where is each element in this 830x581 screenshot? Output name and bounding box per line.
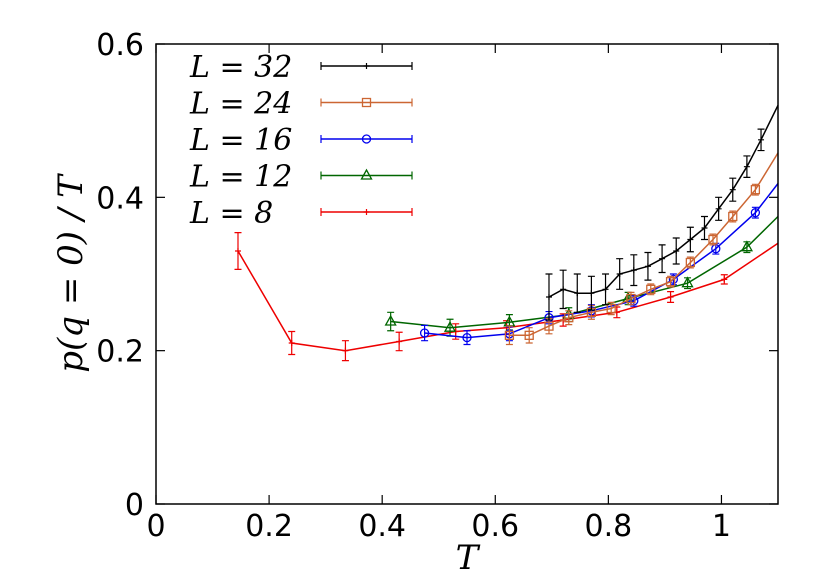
data-point <box>630 267 637 274</box>
y-tick-label: 0.6 <box>96 28 144 63</box>
series-l-32 <box>545 104 779 321</box>
data-point <box>665 277 676 287</box>
data-point <box>687 236 694 243</box>
x-tick-label: 0 <box>146 509 165 544</box>
legend-marker <box>361 97 372 108</box>
data-point <box>673 248 680 254</box>
data-point <box>740 240 754 252</box>
x-axis-label: T <box>456 538 481 578</box>
legend-entry-l-24: L = 24 <box>189 87 413 122</box>
legend-label: L = 16 <box>189 123 292 158</box>
data-point <box>288 340 295 346</box>
data-point <box>545 294 552 300</box>
x-tick-label: 0.8 <box>585 509 633 544</box>
data-point <box>668 274 679 285</box>
y-tick-label: 0 <box>125 488 144 523</box>
tick-labels: 0 0.2 0.4 0.6 0.8 1 0 0.2 0.4 0.6 <box>96 28 731 544</box>
data-point <box>544 321 554 331</box>
data-point <box>681 276 694 288</box>
x-tick-label: 0.6 <box>471 509 519 544</box>
legend-label: L = 8 <box>189 196 273 231</box>
legend-line-caps <box>320 98 413 107</box>
legend-line-caps <box>320 135 413 143</box>
data-point <box>721 276 728 283</box>
data-point <box>560 286 567 293</box>
data-point <box>644 263 651 270</box>
data-point <box>564 313 574 323</box>
legend-entry-l-32: L = 32 <box>189 50 413 85</box>
data-point <box>750 208 761 218</box>
data-point <box>384 314 397 326</box>
x-tick-label: 1 <box>712 509 731 544</box>
x-tick-label: 0.2 <box>245 509 293 544</box>
data-point <box>701 225 708 231</box>
data-point <box>588 290 595 297</box>
data-point <box>626 293 636 304</box>
y-tick-label: 0.4 <box>96 181 144 216</box>
data-point <box>659 255 666 262</box>
legend-line-caps <box>320 62 413 70</box>
legend-entry-l-8: L = 8 <box>189 196 413 231</box>
plot-frame <box>155 43 779 505</box>
data-point <box>234 248 241 254</box>
data-point <box>574 290 581 297</box>
series-line <box>424 183 779 339</box>
data-point <box>616 271 623 277</box>
data-point <box>504 330 515 340</box>
data-point <box>743 163 750 170</box>
data-point <box>667 294 674 300</box>
legend-entry-l-12: L = 12 <box>189 160 413 195</box>
legend-marker <box>363 209 370 215</box>
data-point <box>715 205 722 212</box>
data-point <box>646 284 656 294</box>
data-point <box>443 320 457 332</box>
y-tick-label: 0.2 <box>96 335 144 370</box>
data-point <box>708 234 718 245</box>
x-tick-label: 0.4 <box>358 509 406 544</box>
data-point <box>750 185 761 195</box>
data-point <box>602 286 609 293</box>
error-bar <box>505 325 513 346</box>
data-point <box>396 338 403 345</box>
error-bar <box>421 324 429 342</box>
legend-marker <box>361 134 372 144</box>
data-point <box>758 136 765 143</box>
legend-label: L = 32 <box>189 50 292 85</box>
legend-marker <box>360 168 373 180</box>
legend-label: L = 12 <box>189 160 292 195</box>
data-point <box>728 211 738 222</box>
data-point <box>342 347 349 354</box>
data-point <box>419 328 430 338</box>
data-point <box>606 303 616 314</box>
series-line <box>390 215 779 329</box>
y-axis-label: p(q = 0) / T <box>51 173 91 373</box>
data-point <box>462 332 472 343</box>
legend-entry-l-16: L = 16 <box>189 123 413 158</box>
data-point <box>729 186 736 193</box>
data-point <box>524 330 534 340</box>
legend-line-caps <box>320 208 413 216</box>
series-layer <box>234 104 779 362</box>
legend-marker <box>363 63 370 69</box>
legend-label: L = 24 <box>189 87 292 122</box>
legend: L = 32L = 24L = 16L = 12L = 8 <box>189 50 413 231</box>
legend-line-caps <box>320 171 413 180</box>
data-point <box>685 257 696 268</box>
error-bar <box>525 327 533 344</box>
